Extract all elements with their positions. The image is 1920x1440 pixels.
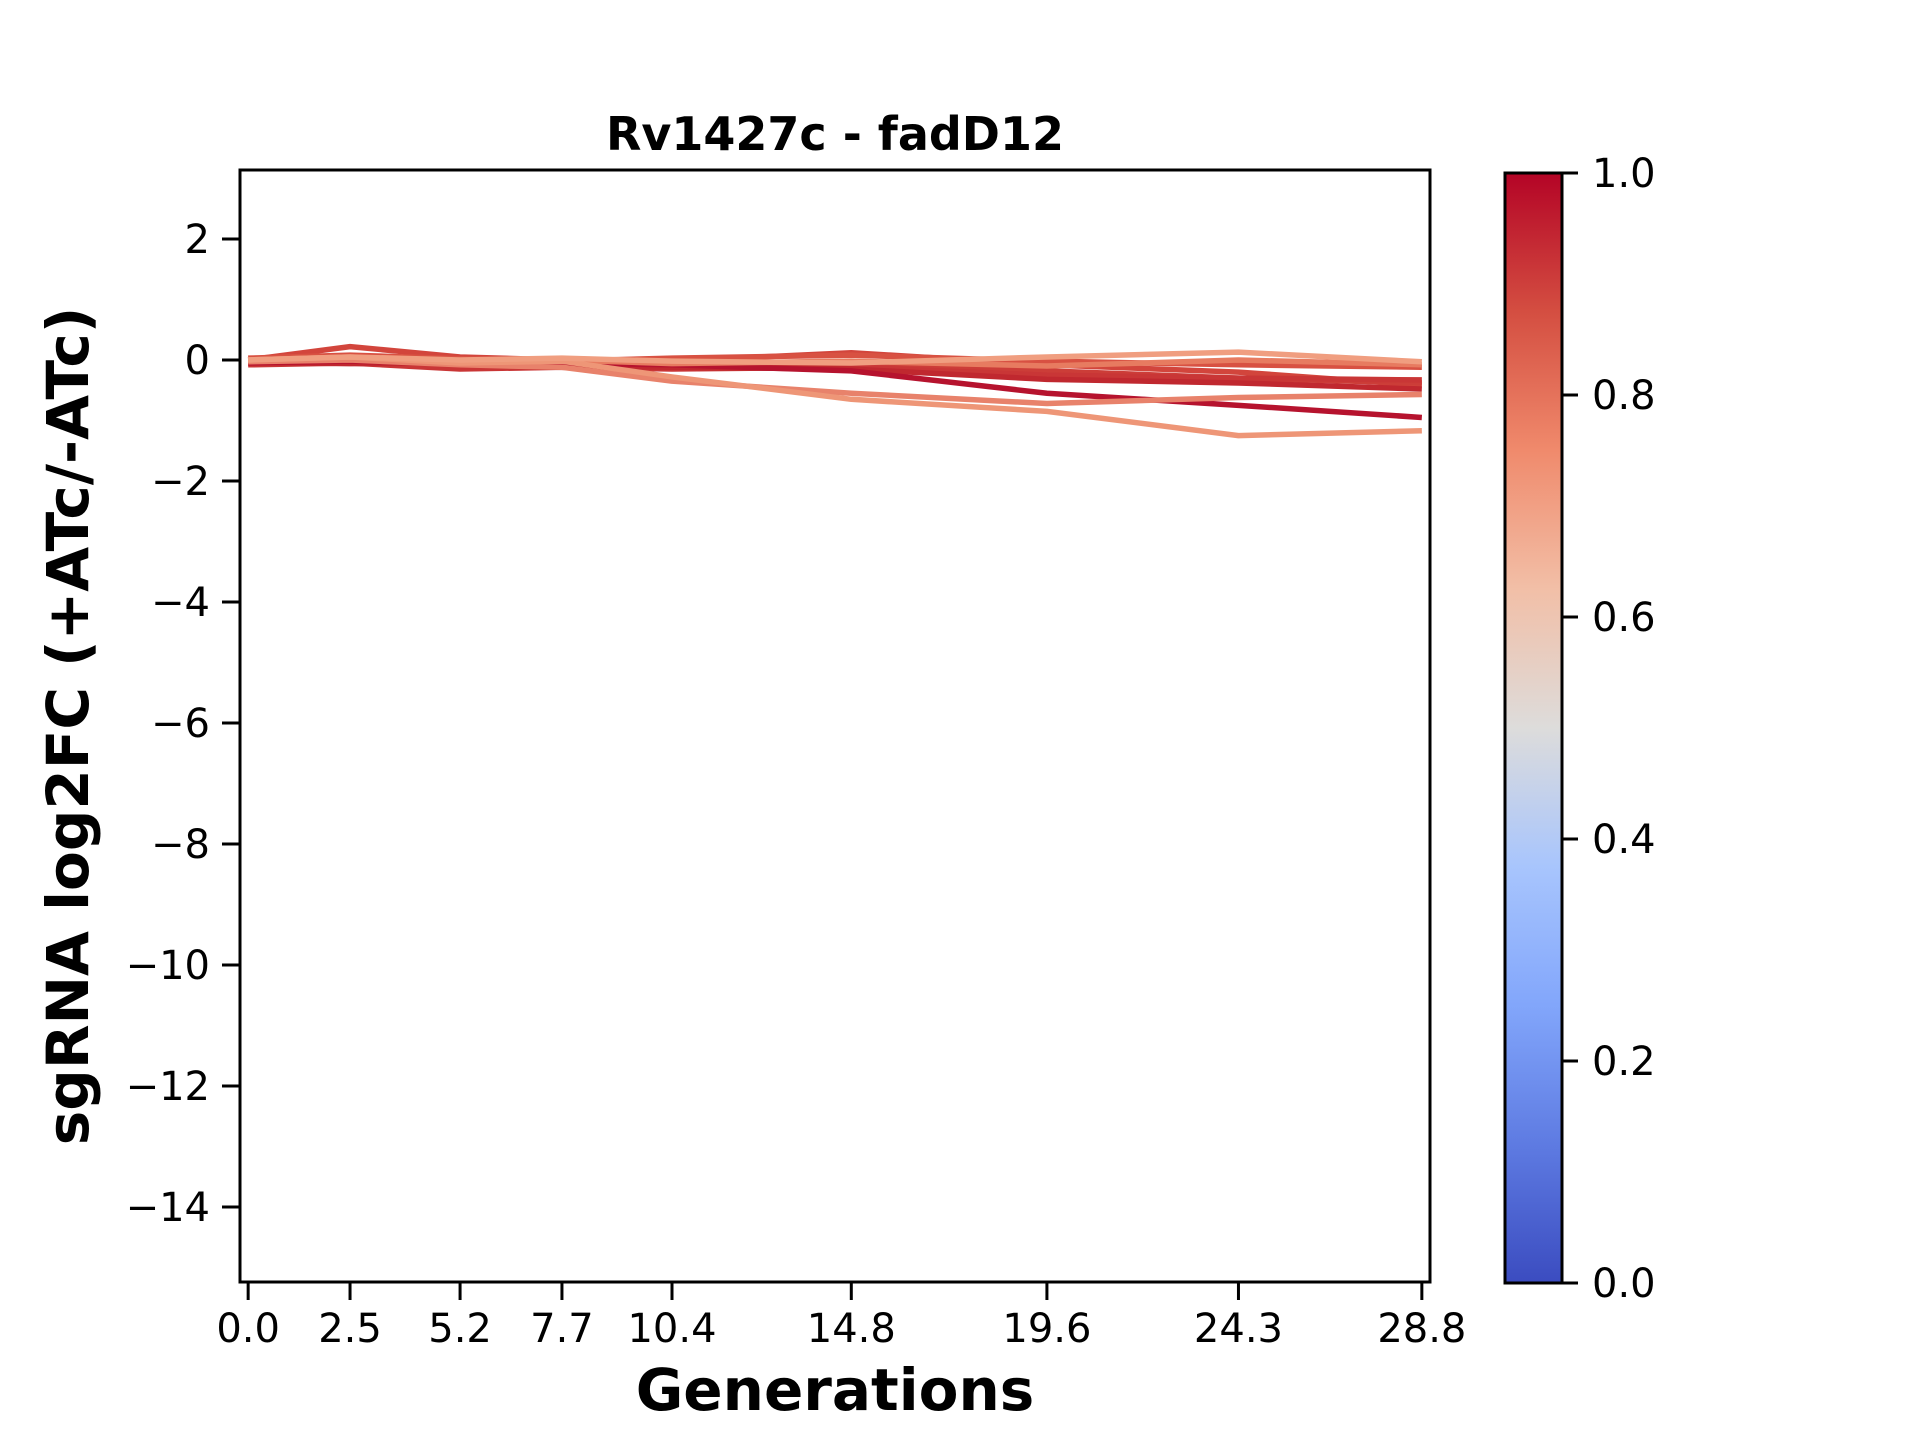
colorbar-tick-label: 0.2 (1592, 1039, 1656, 1085)
colorbar-gradient (1503, 171, 1564, 1285)
x-tick-label: 7.7 (530, 1306, 594, 1352)
colorbar-tick-label: 0.0 (1592, 1261, 1656, 1307)
y-axis-label: sgRNA log2FC (+ATc/-ATc) (34, 307, 102, 1145)
y-tick-label: −4 (151, 580, 210, 626)
x-tick-label: 24.3 (1194, 1306, 1283, 1352)
colorbar-tick-label: 0.6 (1592, 595, 1656, 641)
series-lines (247, 343, 1423, 439)
y-axis-ticks: 2 0 −2 −4 −6 −8 −10 −12 −14 (126, 217, 240, 1231)
colorbar: 1.0 0.8 0.6 0.4 0.2 0.0 (1503, 151, 1656, 1307)
y-tick-label: −8 (151, 822, 210, 868)
y-tick-label: −12 (126, 1064, 210, 1110)
plot-border (238, 168, 1432, 1284)
x-tick-label: 5.2 (428, 1306, 492, 1352)
x-tick-label: 19.6 (1002, 1306, 1091, 1352)
y-tick-label: 0 (185, 338, 210, 384)
chart-title: Rv1427c - fadD12 (606, 107, 1064, 161)
x-tick-label: 14.8 (807, 1306, 896, 1352)
colorbar-tick-label: 0.8 (1592, 373, 1656, 419)
x-axis-label: Generations (636, 1356, 1035, 1424)
y-tick-label: −6 (151, 701, 210, 747)
y-tick-label: −14 (126, 1185, 210, 1231)
colorbar-tick-label: 0.4 (1592, 817, 1656, 863)
colorbar-ticks: 1.0 0.8 0.6 0.4 0.2 0.0 (1562, 151, 1656, 1307)
x-tick-label: 10.4 (627, 1306, 716, 1352)
y-tick-label: −2 (151, 459, 210, 505)
x-tick-label: 2.5 (318, 1306, 382, 1352)
y-tick-label: −10 (126, 943, 210, 989)
y-tick-label: 2 (185, 217, 210, 263)
x-tick-label: 28.8 (1377, 1306, 1466, 1352)
series-line-10 (248, 349, 1422, 366)
colorbar-tick-label: 1.0 (1592, 151, 1656, 197)
x-tick-label: 0.0 (216, 1306, 280, 1352)
x-axis-ticks: 0.0 2.5 5.2 7.7 10.4 14.8 19.6 24.3 28.8 (216, 1282, 1466, 1352)
